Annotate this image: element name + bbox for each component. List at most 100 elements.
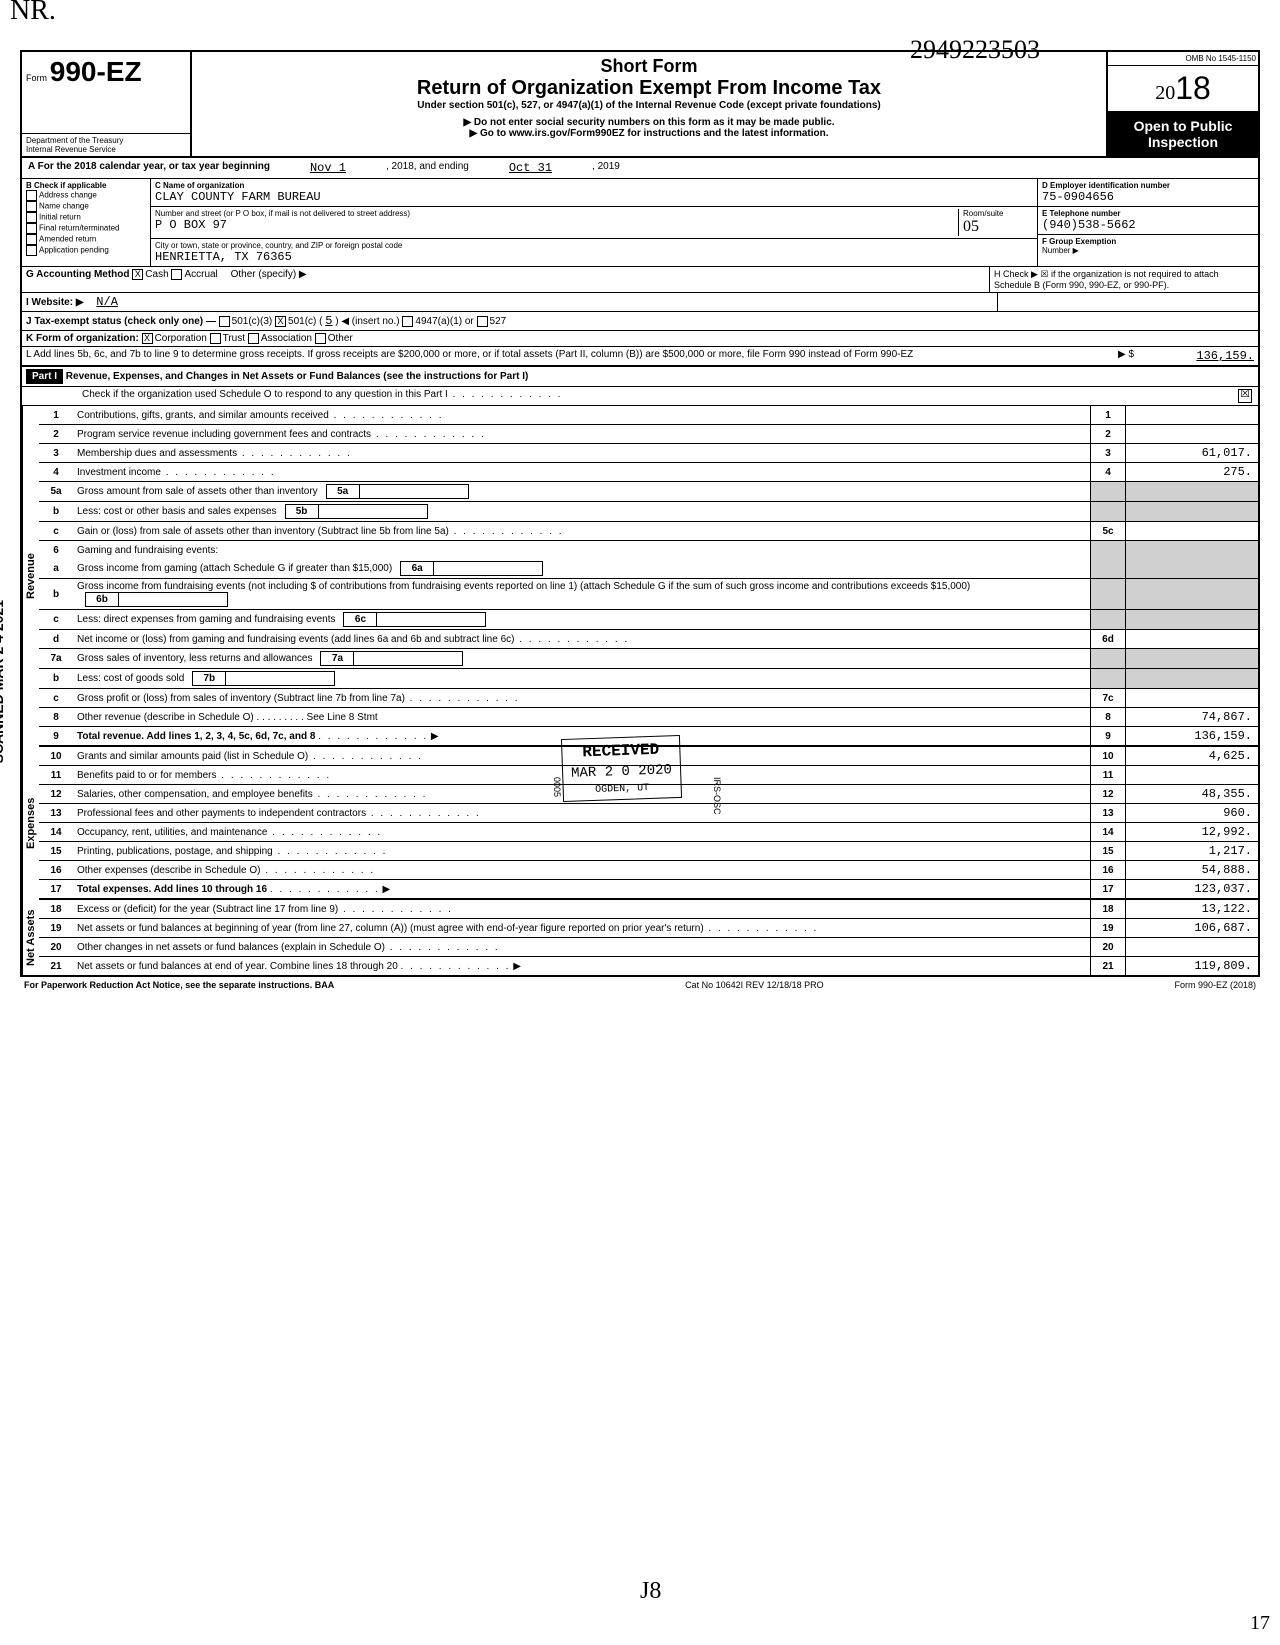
g-accrual: Accrual bbox=[184, 269, 217, 280]
l10-bn: 10 bbox=[1090, 747, 1125, 765]
l5a-bn bbox=[1090, 482, 1125, 501]
cb-527[interactable] bbox=[477, 316, 488, 327]
cb-address[interactable] bbox=[26, 190, 37, 201]
l4-amt: 275. bbox=[1125, 463, 1258, 481]
part1-title: Revenue, Expenses, and Changes in Net As… bbox=[66, 371, 529, 382]
cb-initial[interactable] bbox=[26, 212, 37, 223]
revenue-label: Revenue bbox=[22, 406, 39, 747]
l19-bn: 19 bbox=[1090, 919, 1125, 937]
cb-name[interactable] bbox=[26, 201, 37, 212]
cb-schedule-o[interactable]: ☒ bbox=[1238, 389, 1252, 403]
dept-treasury: Department of the Treasury bbox=[26, 136, 186, 145]
c-name-label: C Name of organization bbox=[155, 181, 1033, 190]
footer-mid: Cat No 10642I REV 12/18/18 PRO bbox=[685, 980, 824, 990]
cb-assoc[interactable] bbox=[248, 333, 259, 344]
k-label: K Form of organization: bbox=[26, 333, 139, 344]
row-a-mid: , 2018, and ending bbox=[386, 161, 469, 175]
cb-cash[interactable]: X bbox=[132, 269, 143, 280]
warning-url: ▶ Go to www.irs.gov/Form990EZ for instru… bbox=[200, 128, 1098, 139]
l19-desc: Net assets or fund balances at beginning… bbox=[73, 921, 1090, 936]
l6d-bn: 6d bbox=[1090, 630, 1125, 648]
l20-num: 20 bbox=[39, 940, 73, 955]
footer: For Paperwork Reduction Act Notice, see … bbox=[20, 977, 1260, 993]
stamp-office: OGDEN, UT bbox=[572, 782, 673, 797]
website-value: N/A bbox=[96, 295, 118, 309]
stamp-side-1: 0005 bbox=[552, 777, 562, 797]
stamp-date: MAR 2 0 2020 bbox=[571, 762, 672, 782]
l9-num: 9 bbox=[39, 729, 73, 744]
b-item-2: Initial return bbox=[39, 213, 81, 222]
l3-amt: 61,017. bbox=[1125, 444, 1258, 462]
l8-desc: Other revenue (describe in Schedule O) .… bbox=[73, 710, 1090, 725]
cb-501c3[interactable] bbox=[219, 316, 230, 327]
l5c-bn: 5c bbox=[1090, 522, 1125, 540]
cb-final[interactable] bbox=[26, 223, 37, 234]
open-public-badge: Open to Public Inspection bbox=[1108, 112, 1258, 156]
l16-bn: 16 bbox=[1090, 861, 1125, 879]
l14-num: 14 bbox=[39, 825, 73, 840]
form-990ez: Form 990-EZ Department of the Treasury I… bbox=[20, 50, 1260, 977]
l6c-num: c bbox=[39, 612, 73, 627]
omb-number: OMB No 1545-1150 bbox=[1108, 52, 1258, 65]
cb-4947[interactable] bbox=[402, 316, 413, 327]
l15-desc: Printing, publications, postage, and shi… bbox=[73, 844, 1090, 859]
cb-amended[interactable] bbox=[26, 234, 37, 245]
l12-bn: 12 bbox=[1090, 785, 1125, 803]
f-label: F Group Exemption bbox=[1042, 237, 1254, 246]
c-city-label: City or town, state or province, country… bbox=[155, 241, 1033, 250]
l6a-desc: Gross income from gaming (attach Schedul… bbox=[73, 559, 1090, 578]
header-row: Form 990-EZ Department of the Treasury I… bbox=[22, 52, 1258, 158]
l9-bn: 9 bbox=[1090, 727, 1125, 745]
cb-pending[interactable] bbox=[26, 245, 37, 256]
l5b-amt bbox=[1125, 502, 1258, 521]
room-label: Room/suite bbox=[963, 209, 1033, 218]
l3-num: 3 bbox=[39, 446, 73, 461]
l17-amt: 123,037. bbox=[1125, 880, 1258, 898]
l2-bn: 2 bbox=[1090, 425, 1125, 443]
l19-num: 19 bbox=[39, 921, 73, 936]
col-def: D Employer identification number 75-0904… bbox=[1038, 179, 1258, 266]
form-prefix: Form bbox=[26, 73, 47, 83]
expenses-section: Expenses 10Grants and similar amounts pa… bbox=[22, 747, 1258, 900]
l8-amt: 74,867. bbox=[1125, 708, 1258, 726]
cb-trust[interactable] bbox=[210, 333, 221, 344]
b-item-0: Address change bbox=[39, 191, 97, 200]
j-527: 527 bbox=[490, 316, 507, 327]
l3-bn: 3 bbox=[1090, 444, 1125, 462]
l5b-desc: Less: cost or other basis and sales expe… bbox=[73, 502, 1090, 521]
org-address: P O BOX 97 bbox=[155, 218, 958, 232]
phone-value: (940)538-5662 bbox=[1042, 218, 1254, 232]
l16-num: 16 bbox=[39, 863, 73, 878]
l20-bn: 20 bbox=[1090, 938, 1125, 956]
cb-corp[interactable]: X bbox=[142, 333, 153, 344]
b-header: B Check if applicable bbox=[26, 181, 146, 190]
dept-irs: Internal Revenue Service bbox=[26, 145, 186, 154]
l16-amt: 54,888. bbox=[1125, 861, 1258, 879]
expenses-label: Expenses bbox=[22, 747, 39, 900]
l3-desc: Membership dues and assessments bbox=[73, 446, 1090, 461]
short-form-label: Short Form bbox=[200, 56, 1098, 77]
part1-header-row: Part I Revenue, Expenses, and Changes in… bbox=[22, 367, 1258, 387]
l14-desc: Occupancy, rent, utilities, and maintena… bbox=[73, 825, 1090, 840]
l13-amt: 960. bbox=[1125, 804, 1258, 822]
l8-bn: 8 bbox=[1090, 708, 1125, 726]
l15-bn: 15 bbox=[1090, 842, 1125, 860]
l8-num: 8 bbox=[39, 710, 73, 725]
g-other: Other (specify) ▶ bbox=[231, 269, 307, 280]
l10-num: 10 bbox=[39, 749, 73, 764]
l4-desc: Investment income bbox=[73, 465, 1090, 480]
warning-ssn: ▶ Do not enter social security numbers o… bbox=[200, 117, 1098, 128]
cb-501c[interactable]: X bbox=[275, 316, 286, 327]
l4-bn: 4 bbox=[1090, 463, 1125, 481]
cb-other[interactable] bbox=[315, 333, 326, 344]
tax-year-begin: Nov 1 bbox=[310, 161, 346, 175]
g-cash: Cash bbox=[145, 269, 168, 280]
l5a-desc: Gross amount from sale of assets other t… bbox=[73, 482, 1090, 501]
cb-accrual[interactable] bbox=[171, 269, 182, 280]
tax-year-end: Oct 31 bbox=[509, 161, 552, 175]
j-cnum: 5 bbox=[325, 314, 332, 328]
e-label: E Telephone number bbox=[1042, 209, 1254, 218]
footer-right: Form 990-EZ (2018) bbox=[1174, 980, 1256, 990]
page-number-hand: 17 bbox=[1250, 1612, 1270, 1635]
l13-num: 13 bbox=[39, 806, 73, 821]
